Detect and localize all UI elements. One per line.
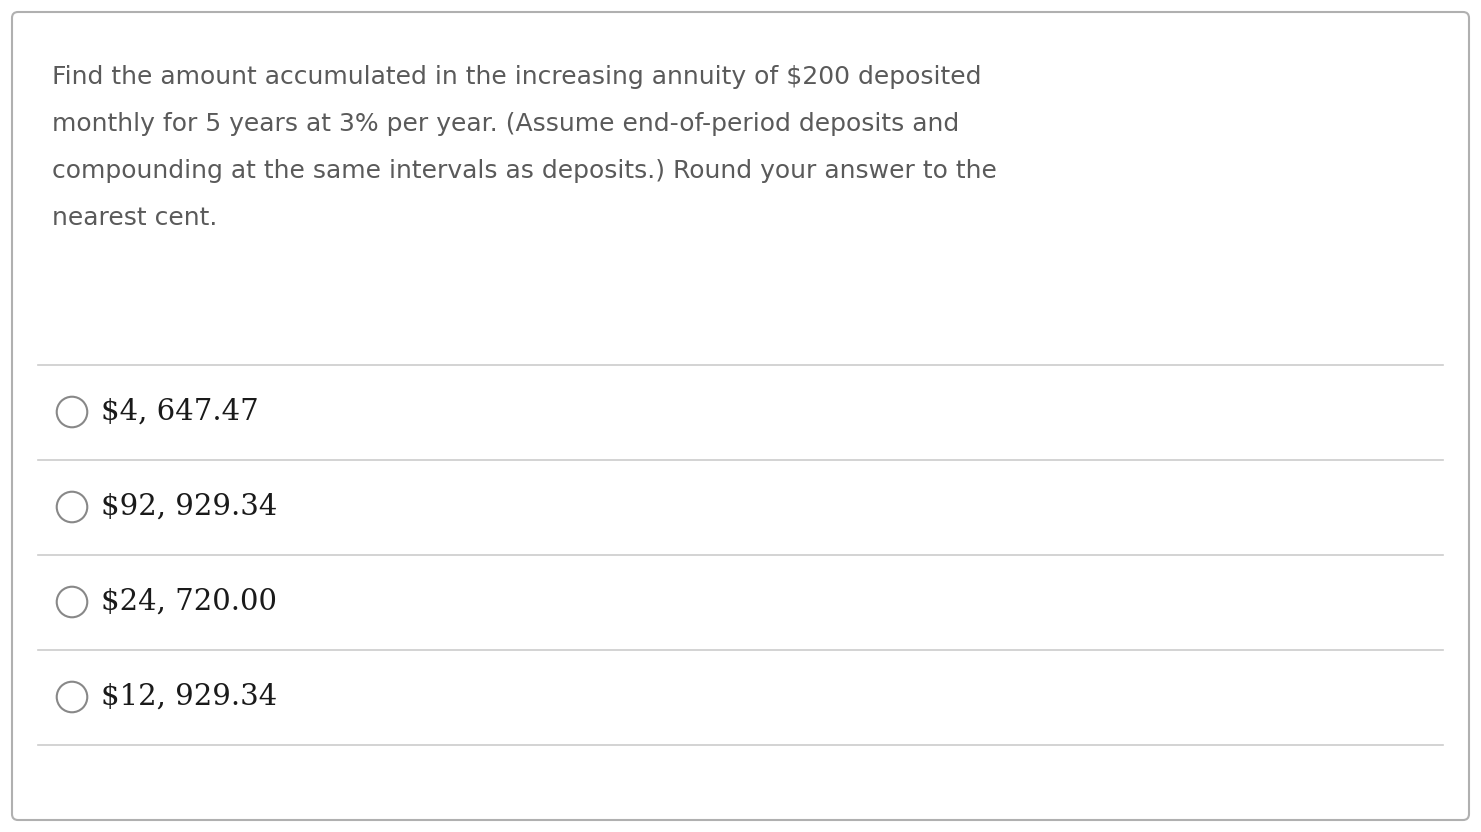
Text: $24, 720.00: $24, 720.00 [101,588,277,616]
Text: Find the amount accumulated in the increasing annuity of $200 deposited: Find the amount accumulated in the incre… [52,65,982,89]
Text: nearest cent.: nearest cent. [52,206,218,230]
Text: monthly for 5 years at 3% per year. (Assume end-of-period deposits and: monthly for 5 years at 3% per year. (Ass… [52,112,960,136]
Text: $4, 647.47: $4, 647.47 [101,398,259,426]
Text: compounding at the same intervals as deposits.) Round your answer to the: compounding at the same intervals as dep… [52,159,997,183]
FancyBboxPatch shape [12,12,1469,820]
Text: $12, 929.34: $12, 929.34 [101,683,277,711]
Text: $92, 929.34: $92, 929.34 [101,493,277,521]
